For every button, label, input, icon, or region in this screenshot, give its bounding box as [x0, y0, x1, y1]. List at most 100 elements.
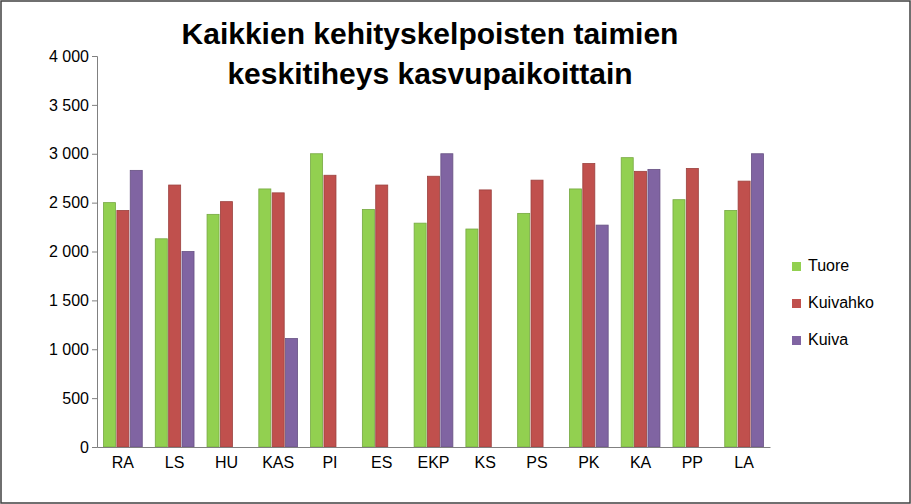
legend: Tuore Kuivahko Kuiva — [792, 257, 874, 348]
bar — [544, 447, 556, 448]
x-tick: KS — [475, 454, 496, 471]
legend-swatch — [792, 336, 801, 345]
legend-item: Tuore — [792, 257, 849, 274]
legend-swatch — [792, 262, 801, 271]
y-tick-label: 4 000 — [49, 48, 89, 65]
legend-label: Tuore — [808, 257, 849, 274]
y-axis-line — [92, 57, 98, 448]
legend-label: Kuivahko — [808, 294, 874, 311]
x-tick-label: KS — [475, 454, 496, 471]
x-tick-label: KA — [630, 454, 652, 471]
bar — [686, 168, 698, 447]
bar — [479, 190, 491, 447]
y-tick: 2 500 — [49, 194, 97, 211]
y-tick: 3 000 — [49, 145, 97, 162]
y-tick: 4 000 — [49, 48, 97, 65]
x-tick: KAS — [262, 454, 294, 471]
y-tick-label: 3 000 — [49, 145, 89, 162]
x-tick-label: HU — [215, 454, 238, 471]
bar — [466, 229, 478, 447]
bar — [272, 193, 284, 447]
series — [104, 154, 737, 447]
y-tick-label: 2 000 — [49, 243, 89, 260]
legend-swatch — [792, 299, 801, 308]
x-tick: LS — [165, 454, 185, 471]
y-tick-mark — [92, 398, 97, 399]
x-tick-label: EKP — [417, 454, 449, 471]
y-tick-label: 1 500 — [49, 292, 89, 309]
y-tick-mark — [92, 447, 97, 448]
y-tick-label: 2 500 — [49, 194, 89, 211]
legend-item: Kuiva — [792, 331, 848, 348]
bar — [621, 158, 633, 447]
x-tick: RA — [112, 454, 135, 471]
bar — [324, 175, 336, 447]
bar — [220, 202, 232, 447]
plot: 0 500 1 000 1 500 2 000 2 500 3 000 3 500 4 000 R… — [49, 48, 771, 472]
y-tick: 500 — [62, 390, 97, 407]
y-tick-mark — [92, 300, 97, 301]
x-tick: PI — [322, 454, 337, 471]
x-tick: PP — [682, 454, 703, 471]
x-tick: LA — [734, 454, 754, 471]
y-tick-mark — [92, 105, 97, 106]
bar — [259, 189, 271, 447]
y-tick-mark — [92, 56, 97, 57]
x-tick-label: PS — [526, 454, 547, 471]
bar — [362, 209, 374, 447]
x-tick-label: KAS — [262, 454, 294, 471]
bar — [376, 185, 388, 447]
x-tick: KA — [630, 454, 652, 471]
bar — [389, 447, 401, 448]
chart: 0 500 1 000 1 500 2 000 2 500 3 000 3 500 4 000 R… — [0, 0, 911, 504]
bar — [725, 210, 737, 447]
title-line: Kaikkien kehityskelpoisten taimien — [182, 17, 679, 50]
bar — [414, 223, 426, 447]
y-tick-mark — [92, 349, 97, 350]
x-axis-line — [98, 447, 771, 448]
y-tick-mark — [92, 154, 97, 155]
bar — [700, 447, 712, 448]
bar — [583, 164, 595, 447]
bar — [311, 154, 323, 447]
y-tick: 2 000 — [49, 243, 97, 260]
x-tick: EKP — [417, 454, 449, 471]
y-tick: 1 500 — [49, 292, 97, 309]
y-tick: 3 500 — [49, 96, 97, 113]
bar — [751, 154, 763, 447]
bar — [337, 447, 349, 448]
bar — [155, 239, 167, 447]
x-tick: ES — [371, 454, 392, 471]
bar — [596, 225, 608, 447]
bar — [169, 185, 181, 447]
y-tick-label: 0 — [80, 439, 89, 456]
x-tick-label: PK — [578, 454, 600, 471]
bar — [493, 447, 505, 448]
bar — [518, 213, 530, 447]
x-axis: RA LS HU KAS PI ES EKP KS PS PK KA PP LA — [98, 448, 771, 472]
bar — [130, 170, 142, 447]
bar — [738, 181, 750, 447]
bars — [104, 154, 764, 447]
bar — [182, 252, 194, 448]
x-tick-label: PP — [682, 454, 703, 471]
bar — [531, 180, 543, 447]
y-tick-label: 3 500 — [49, 96, 89, 113]
bar — [441, 154, 453, 447]
series — [130, 154, 763, 447]
title: Kaikkien kehityskelpoisten taimien keskit… — [182, 17, 679, 90]
bar — [234, 447, 246, 448]
frame — [1, 1, 910, 503]
y-tick: 0 — [80, 439, 97, 456]
y-tick: 1 000 — [49, 341, 97, 358]
y-tick-mark — [92, 203, 97, 204]
bar — [673, 200, 685, 447]
bar — [286, 338, 298, 447]
x-tick-label: ES — [371, 454, 392, 471]
title-line: keskitiheys kasvupaikoittain — [227, 57, 632, 90]
y-tick-label: 500 — [62, 390, 89, 407]
bar — [207, 214, 219, 447]
x-tick: HU — [215, 454, 238, 471]
bar — [569, 189, 581, 447]
bar — [427, 176, 439, 447]
